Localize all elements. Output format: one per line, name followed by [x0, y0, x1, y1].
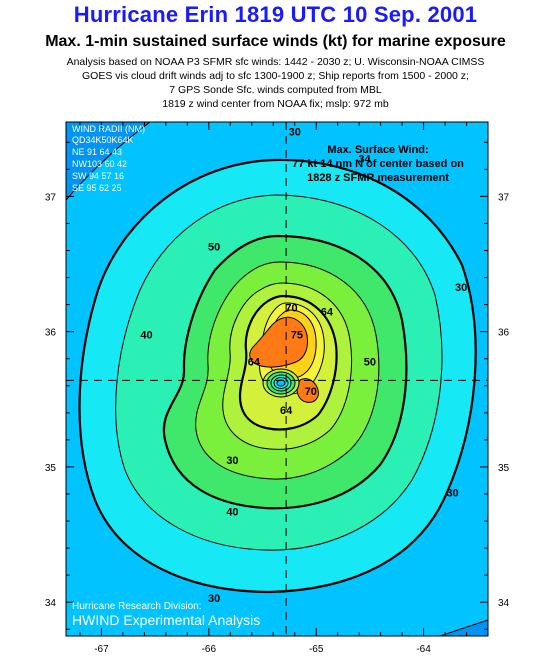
credit: Hurricane Research Division: HWIND Exper… — [72, 601, 260, 628]
analysis-info-line-3: 7 GPS Sonde Sfc. winds computed from MBL — [169, 84, 382, 96]
wind-radii-title: WIND RADII (NM) — [72, 124, 145, 134]
lat-tick-label-left: 36 — [45, 328, 57, 339]
contour-label: 30 — [226, 455, 238, 467]
lon-tick-label: -65 — [309, 644, 324, 655]
wind-radii-row-ne: NE 91 64 43 — [72, 147, 122, 157]
analysis-info-line-1: Analysis based on NOAA P3 SFMR sfc winds… — [66, 56, 485, 68]
analysis-info-line-4: 1819 z wind center from NOAA fix; mslp: … — [162, 98, 389, 110]
max-wind-line-3: 1828 z SFMR measurement — [307, 172, 449, 184]
lat-tick-label-left: 35 — [45, 463, 57, 474]
contour-label: 50 — [364, 356, 376, 368]
credit-division: Hurricane Research Division: — [72, 601, 202, 612]
contour-label: 64 — [321, 306, 334, 318]
contour-label: 30 — [289, 127, 301, 139]
contour-label: 30 — [446, 488, 458, 500]
contour-75kt — [249, 316, 308, 368]
contour-label: 70 — [305, 386, 317, 398]
center-crosshair — [66, 122, 488, 636]
wind-radii-table: WIND RADII (NM) QD34K50K64K NE 91 64 43 … — [72, 124, 145, 193]
wind-contour-layer — [66, 122, 488, 636]
contour-label: 40 — [226, 507, 238, 519]
plot-frame — [65, 121, 489, 637]
contour-label: 70 — [285, 302, 297, 314]
lon-tick-label: -64 — [416, 644, 431, 655]
lon-tick-label: -67 — [94, 644, 109, 655]
lat-tick-label-right: 37 — [498, 192, 510, 203]
wind-radii-row-nw: NW103 60 42 — [72, 159, 127, 169]
lat-tick-label-right: 35 — [498, 463, 510, 474]
contour-label: 34 — [358, 154, 371, 166]
map-subtitle: Max. 1-min sustained surface winds (kt) … — [45, 33, 506, 50]
map-title: Hurricane Erin 1819 UTC 10 Sep. 2001 — [73, 2, 478, 27]
lat-tick-label-left: 34 — [45, 598, 57, 609]
contour-label: 64 — [280, 405, 293, 417]
contour-labels: 30 34 30 40 50 50 70 64 75 64 70 64 30 40 30 30 — [140, 127, 467, 606]
lat-tick-label-right: 36 — [498, 328, 510, 339]
max-wind-line-2: 77 kt 14 nm N of center based on — [292, 158, 464, 170]
lon-tick-label: -66 — [202, 644, 217, 655]
analysis-info-line-2: GOES vis cloud drift winds adj to sfc 13… — [82, 70, 469, 82]
contour-label: 50 — [208, 242, 220, 254]
eyewall-rings — [262, 368, 300, 398]
axis-tick-labels: -67 -66 -65 -64 34 34 35 35 36 36 37 37 — [45, 192, 510, 655]
lat-tick-label-right: 34 — [498, 598, 510, 609]
credit-product: HWIND Experimental Analysis — [72, 612, 260, 628]
wind-radii-row-sw: SW 94 57 16 — [72, 171, 124, 181]
max-wind-line-1: Max. Surface Wind: — [327, 144, 428, 156]
lat-tick-label-left: 37 — [45, 192, 57, 203]
max-wind-annotation: Max. Surface Wind: 77 kt 14 nm N of cent… — [292, 144, 464, 184]
contour-label: 75 — [291, 329, 303, 341]
contour-label: 40 — [140, 329, 152, 341]
contour-label: 30 — [455, 282, 467, 294]
axis-ticks — [66, 122, 488, 636]
wind-radii-header: QD34K50K64K — [72, 135, 134, 145]
wind-radii-row-se: SE 95 62 25 — [72, 183, 122, 193]
contour-label: 30 — [208, 593, 220, 605]
contour-label: 64 — [248, 356, 261, 368]
